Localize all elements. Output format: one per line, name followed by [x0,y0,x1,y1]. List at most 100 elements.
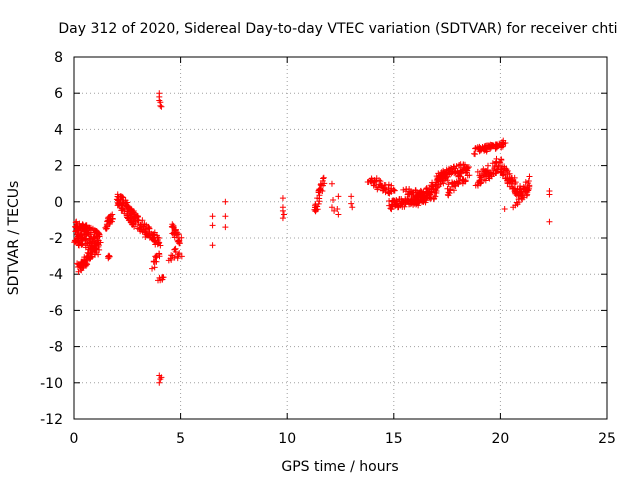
data-point [412,187,419,194]
data-point [406,186,413,193]
data-point [209,242,216,249]
data-point [511,174,518,181]
data-point [525,177,532,184]
chart-title: Day 312 of 2020, Sidereal Day-to-day VTE… [58,21,617,37]
data-point [491,165,498,172]
data-point [464,165,471,172]
data-point [222,198,229,205]
x-tick-label: 10 [278,431,296,447]
data-point [175,251,182,258]
data-point [433,188,440,195]
data-point [335,211,342,218]
data-point [476,177,483,184]
data-point [466,172,473,179]
data-point [446,190,453,197]
data-point [450,187,457,194]
data-point [316,192,323,199]
data-point [168,252,175,259]
data-point [156,97,163,104]
data-point [222,213,229,220]
data-point [109,211,116,218]
y-tick-label: -10 [40,376,63,392]
grid-layer [74,57,607,419]
data-point [512,179,519,186]
data-point [279,207,286,214]
data-point [172,227,179,234]
data-point [139,217,146,224]
data-point [496,160,503,167]
data-point [174,255,181,262]
data-point [434,184,441,191]
data-point [458,170,465,177]
data-point [158,103,165,110]
data-point [382,182,389,189]
data-point [349,204,356,211]
data-point [433,179,440,186]
x-tick-label: 15 [385,431,403,447]
data-point [106,213,113,220]
data-point [149,265,156,272]
data-point [88,229,95,236]
y-tick-label: 4 [54,122,63,138]
data-point [317,187,324,194]
data-point [444,173,451,180]
data-point [455,181,462,188]
x-tick-label: 0 [70,431,79,447]
y-tick-label: -12 [40,412,63,428]
x-tick-label: 20 [491,431,509,447]
data-point [158,374,165,381]
data-point [498,156,505,163]
data-point [440,167,447,174]
data-point [279,215,286,222]
data-point [526,173,533,180]
data-point [157,102,164,109]
y-axis-label: SDTVAR / TECUs [6,181,22,296]
y-tick-label: -4 [49,267,63,283]
data-point [154,237,161,244]
data-point [86,224,93,231]
data-point [106,253,113,260]
data-point [314,206,321,213]
data-point [156,379,163,386]
tick-layer: -12 -10 -8 -6 -4 -2 0 2 4 6 8 0 5 10 15 20 25 [40,50,616,447]
data-point [484,162,491,169]
data-point [401,203,408,210]
data-point [512,202,519,209]
data-point [462,177,469,184]
data-points [71,90,553,386]
data-point [315,200,322,207]
data-point [427,191,434,198]
data-point [103,226,110,233]
data-point [169,221,176,228]
data-point [93,246,100,253]
data-point [156,251,163,258]
data-point [209,222,216,229]
data-point [157,242,164,249]
data-point [151,264,158,271]
data-point [209,213,216,220]
data-point [500,140,507,147]
data-point [348,193,355,200]
data-point [334,206,341,213]
data-point [178,253,185,260]
data-point [320,174,327,181]
data-point [126,205,133,212]
data-point [348,200,355,207]
data-point [328,204,335,211]
y-tick-label: 2 [54,159,63,175]
data-point [160,274,167,281]
data-point [335,193,342,200]
data-point [517,183,524,190]
x-tick-label: 25 [598,431,616,447]
data-point [400,186,407,193]
data-point [526,183,533,190]
data-point [457,173,464,180]
data-point [132,221,139,228]
data-point [331,207,338,214]
y-tick-label: 8 [54,50,63,66]
data-point [176,240,183,247]
data-point [377,178,384,185]
data-point [109,215,116,222]
y-tick-label: -6 [49,303,63,319]
